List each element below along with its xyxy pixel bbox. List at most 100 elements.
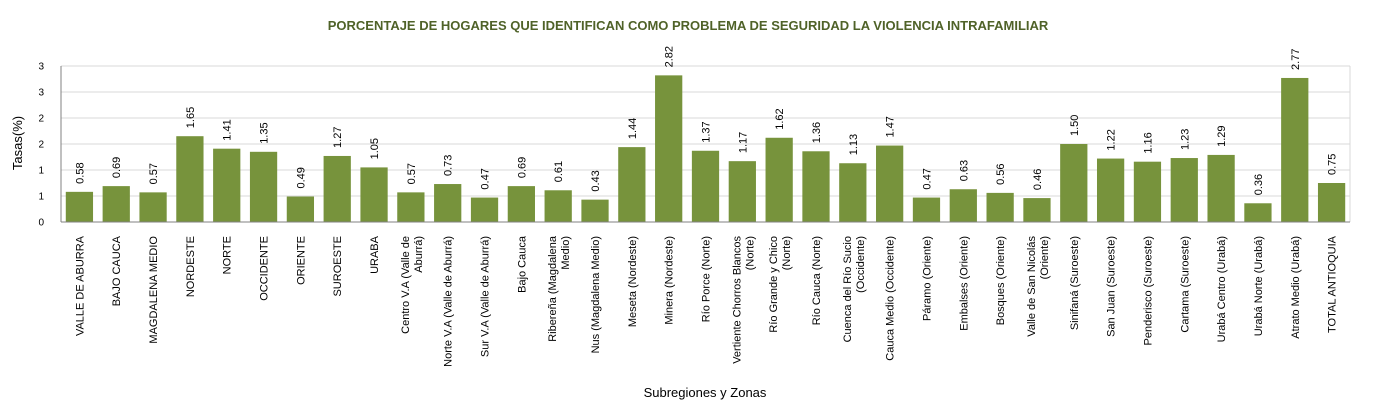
category-label: Centro V.A (Valle de Aburrá)	[400, 236, 425, 334]
category-label-line: Río Grande y Chico	[768, 236, 780, 333]
bar	[65, 191, 94, 222]
category-label-line: OCCIDENTE	[259, 236, 271, 301]
category-label: Bajo Cauca	[516, 235, 528, 293]
bar	[876, 145, 904, 222]
data-label: 0.57	[406, 163, 418, 184]
category-label-line: Norte V.A (Valle de Aburrá)	[443, 236, 455, 367]
category-label-line: Aburrá)	[413, 236, 425, 273]
category-label-line: Cauca Medio (Occidente)	[885, 236, 897, 361]
category-label-line: Nus (Magdalena Medio)	[590, 236, 602, 353]
category-label-line: Urabá Norte (Urabá)	[1253, 236, 1265, 336]
data-label: 2.77	[1290, 49, 1302, 70]
data-label: 1.65	[185, 107, 197, 128]
bar	[765, 137, 793, 222]
category-label: Río Grande y Chico (Norte)	[768, 236, 793, 333]
bar	[839, 163, 867, 222]
category-label-line: NORDESTE	[185, 236, 197, 297]
category-label: Atrato Medio (Urabá)	[1290, 236, 1302, 339]
bar	[470, 197, 499, 222]
bar	[1317, 183, 1346, 222]
data-label: 0.43	[590, 170, 602, 191]
data-label: 1.29	[1216, 125, 1228, 146]
bar	[728, 161, 756, 222]
category-label-line: Bosques (Oriente)	[995, 236, 1007, 325]
category-label-line: Sinifaná (Suroeste)	[1069, 236, 1081, 330]
category-label: NORTE	[222, 236, 234, 274]
category-label-line: Cuenca del Río Sucio	[842, 236, 854, 342]
bar	[249, 151, 278, 222]
category-label: Norte V.A (Valle de Aburrá)	[443, 236, 455, 367]
data-label: 1.36	[811, 122, 823, 143]
category-label: Río Cauca (Norte)	[811, 236, 823, 325]
category-label-line: Vertiente Chorros Blancos	[731, 236, 743, 364]
category-label: Nus (Magdalena Medio)	[590, 236, 602, 353]
category-label-line: (Occidente)	[855, 236, 867, 293]
data-label: 0.47	[921, 168, 933, 189]
bar	[213, 148, 241, 222]
bar	[618, 147, 646, 222]
category-label-line: VALLE DE ABURRA	[74, 235, 86, 336]
y-tick-label: 2	[38, 114, 44, 125]
category-label-line: San Juan (Suroeste)	[1106, 236, 1118, 337]
category-labels: VALLE DE ABURRA BAJO CAUCA MAGDALENA MEDIO…	[74, 235, 1338, 367]
bar	[544, 190, 572, 222]
category-label-line: Cartama (Suroeste)	[1179, 236, 1191, 333]
category-label: Cartama (Suroeste)	[1179, 236, 1191, 333]
data-label: 1.47	[885, 116, 897, 137]
category-label-line: Sur V.A (Valle de Aburrá)	[480, 236, 492, 357]
category-label: Bosques (Oriente)	[995, 236, 1007, 325]
x-axis-title: Subregiones y Zonas	[644, 385, 767, 400]
category-label-line: (Oriente)	[1039, 236, 1051, 279]
data-label: 1.27	[332, 127, 344, 148]
data-label: 0.46	[1032, 169, 1044, 190]
data-label: 0.69	[516, 157, 528, 178]
y-tick-label: 1	[38, 166, 44, 177]
bar	[986, 192, 1014, 222]
category-label-line: NORTE	[222, 236, 234, 274]
bar	[949, 189, 977, 222]
y-axis-title: Tasas(%)	[10, 116, 25, 170]
category-label-line: Páramo (Oriente)	[921, 236, 933, 321]
data-label: 0.75	[1327, 154, 1339, 175]
y-tick-label: 0	[38, 218, 44, 229]
category-label-line: Centro V.A (Valle de	[400, 236, 412, 334]
bar	[691, 150, 720, 222]
bar	[139, 192, 167, 222]
data-label: 0.36	[1253, 174, 1265, 195]
bar	[323, 155, 351, 222]
chart-title: PORCENTAJE DE HOGARES QUE IDENTIFICAN CO…	[328, 18, 1049, 33]
category-label: Sinifaná (Suroeste)	[1069, 236, 1081, 330]
data-labels: 0.58 0.69 0.57 1.65 1.41 1.35 0.49 1.27 1.05 0.57…	[74, 46, 1338, 195]
category-label: Meseta (Nordeste)	[627, 236, 639, 327]
category-label-line: URABA	[369, 235, 381, 274]
category-label-line: Medio)	[560, 236, 572, 270]
data-label: 1.05	[369, 138, 381, 159]
category-label-line: Río Porce (Norte)	[701, 236, 713, 322]
bar	[507, 186, 535, 222]
data-label: 1.35	[259, 122, 271, 143]
category-label-line: Meseta (Nordeste)	[627, 236, 639, 327]
bar	[655, 75, 683, 222]
category-label: Embalses (Oriente)	[958, 236, 970, 331]
bar	[102, 186, 130, 222]
y-tick-label: 3	[38, 62, 44, 73]
category-label-line: Embalses (Oriente)	[958, 236, 970, 331]
category-label-line: MAGDALENA MEDIO	[148, 236, 160, 344]
category-label: Minera (Nordeste)	[664, 236, 676, 325]
bar	[1096, 158, 1125, 222]
data-label: 0.69	[111, 157, 123, 178]
bar	[802, 151, 830, 222]
category-label-line: (Norte)	[744, 236, 756, 270]
category-label: Cuenca del Río Sucio (Occidente)	[842, 236, 867, 342]
bar	[434, 184, 462, 222]
data-label: 0.57	[148, 163, 160, 184]
category-label: San Juan (Suroeste)	[1106, 236, 1118, 337]
data-label: 0.73	[443, 155, 455, 176]
category-label: VALLE DE ABURRA	[74, 235, 86, 336]
y-tick-label: 3	[38, 88, 44, 99]
bar	[581, 199, 609, 222]
category-label: SUROESTE	[332, 236, 344, 297]
bars	[65, 75, 1346, 223]
data-label: 0.58	[74, 162, 86, 183]
data-label: 0.56	[995, 163, 1007, 184]
